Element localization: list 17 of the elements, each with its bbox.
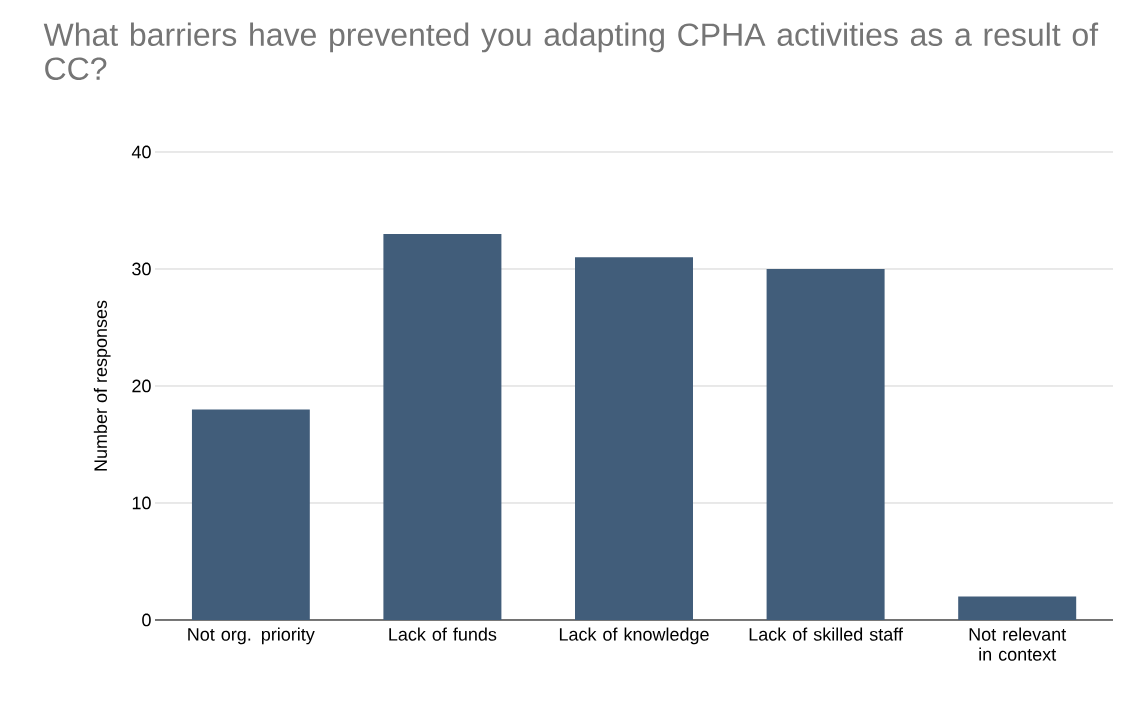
x-tick-label: Lack of skilled staff	[749, 627, 903, 641]
bar	[766, 268, 885, 620]
y-tick-label: 10	[132, 496, 151, 510]
bar	[383, 233, 502, 620]
x-tick-label: Not org. priority	[188, 627, 315, 645]
y-tick-label: 0	[142, 613, 151, 627]
y-axis-title: Number of responses	[93, 300, 111, 471]
x-tick-label: Lack of funds	[389, 627, 497, 641]
x-tick-label: Not relevant in context	[969, 627, 1067, 661]
y-tick-label: 40	[131, 145, 151, 159]
x-tick-label: Lack of knowledge	[559, 627, 709, 645]
chart-title: What barriers have prevented you adapting CPHA activities as a result of CC?	[43, 22, 1099, 81]
bar	[958, 596, 1077, 620]
bar	[575, 257, 693, 620]
y-tick-label: 30	[132, 262, 151, 276]
y-tick-label: 20	[132, 379, 151, 393]
bar	[191, 409, 310, 620]
